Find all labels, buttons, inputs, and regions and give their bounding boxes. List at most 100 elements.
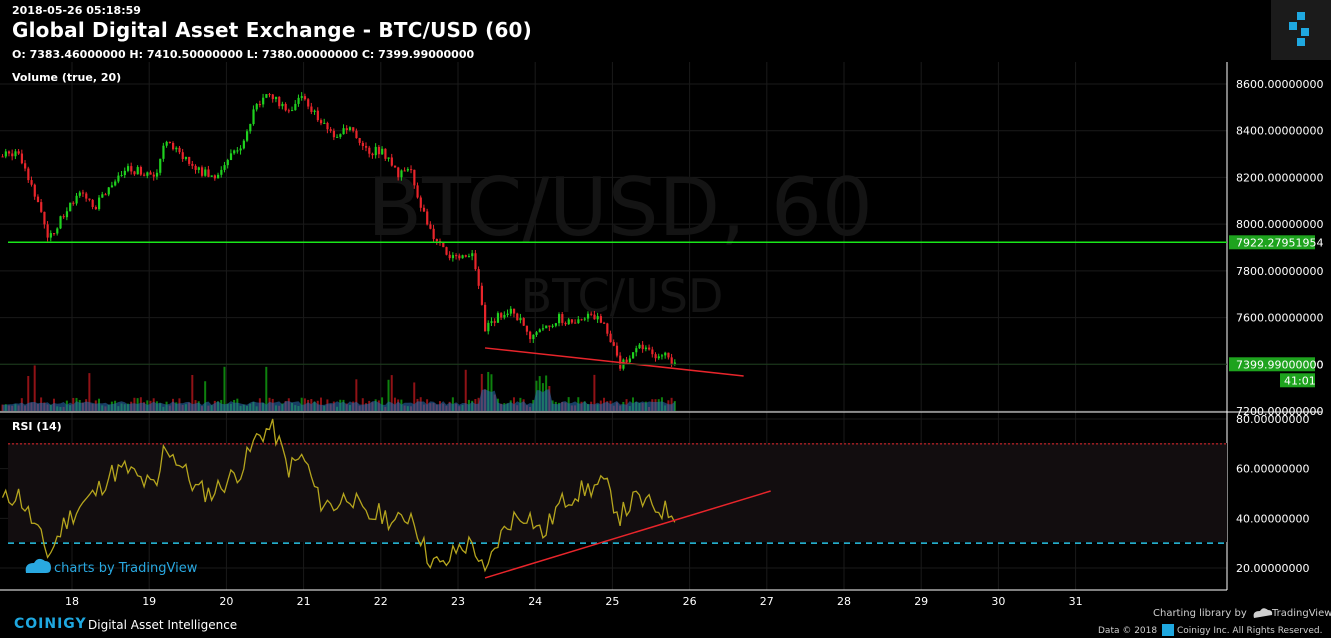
candle-body xyxy=(159,158,162,173)
volume-label: Volume (true, 20) xyxy=(12,71,121,84)
candle-body xyxy=(123,170,126,176)
time-tick-label: 28 xyxy=(837,595,851,608)
candle-body xyxy=(635,348,638,353)
timestamp: 2018-05-26 05:18:59 xyxy=(12,4,141,17)
candle-body xyxy=(220,169,223,175)
candle-body xyxy=(126,166,130,171)
candle-body xyxy=(516,313,519,321)
volume-bar xyxy=(393,397,396,411)
candle-body xyxy=(529,331,532,340)
rsi-axis[interactable]: 80.00000000 60.00000000 40.00000000 20.0000… xyxy=(1236,413,1309,575)
candle-body xyxy=(88,198,91,200)
candle-body xyxy=(110,185,114,188)
tradingview-attribution-link[interactable]: charts by TradingView xyxy=(54,561,198,576)
data-copyright: Data © 2018 xyxy=(1098,626,1158,636)
price-axis[interactable]: 8600.00000000 8400.00000000 8200.00000000 8… xyxy=(1229,78,1323,418)
candle-body xyxy=(558,314,561,324)
candle-body xyxy=(175,147,178,150)
candle-body xyxy=(143,174,146,176)
candle-body xyxy=(603,322,606,324)
candle-body xyxy=(62,216,65,218)
coinigy-logo-button[interactable] xyxy=(1271,0,1331,60)
candle-body xyxy=(397,167,400,178)
candle-body xyxy=(278,96,281,107)
candle-body xyxy=(352,127,355,131)
time-tick-label: 23 xyxy=(451,595,465,608)
candle-body xyxy=(577,319,580,324)
chart-title: Global Digital Asset Exchange - BTC/USD … xyxy=(12,18,533,42)
candle-body xyxy=(40,202,43,212)
tradingview-footer-icon xyxy=(1253,608,1273,618)
candle-body xyxy=(4,151,7,157)
coinigy-small-icon xyxy=(1162,624,1174,636)
candle-body xyxy=(17,151,20,154)
candle-body xyxy=(197,167,200,170)
candle-body xyxy=(538,329,541,333)
candle-body xyxy=(416,185,419,198)
time-tick-label: 29 xyxy=(914,595,928,608)
coinigy-logo-icon xyxy=(1289,12,1309,46)
candle-body xyxy=(268,94,271,96)
candle-body xyxy=(570,319,574,323)
candle-body xyxy=(480,285,484,305)
candle-body xyxy=(393,165,397,168)
horizontal-grid xyxy=(0,83,1227,569)
candle-body xyxy=(204,169,207,176)
candle-body xyxy=(596,316,599,320)
candle-body xyxy=(33,184,36,197)
candle-body xyxy=(162,145,165,159)
candle-body xyxy=(152,174,155,177)
candle-body xyxy=(365,146,368,148)
candle-body xyxy=(65,211,69,218)
candle-body xyxy=(178,147,181,153)
candle-body xyxy=(104,194,107,196)
candle-body xyxy=(252,109,255,125)
volume-bar xyxy=(72,397,75,411)
volume-bar xyxy=(390,375,393,411)
time-tick-label: 25 xyxy=(605,595,619,608)
volume-bar xyxy=(27,375,30,411)
candle-body xyxy=(500,313,503,318)
candle-body xyxy=(551,325,554,327)
candle-body xyxy=(471,253,474,257)
candle-body xyxy=(593,314,596,320)
candle-body xyxy=(432,228,435,240)
volume-ma-fill xyxy=(2,389,675,411)
tradingview-link[interactable]: TradingView xyxy=(1272,608,1331,619)
time-tick-label: 18 xyxy=(65,595,79,608)
volume-bar xyxy=(464,369,467,411)
price-tick-label: 7600.00000000 xyxy=(1236,312,1323,325)
candle-body xyxy=(496,313,500,323)
candle-body xyxy=(120,175,123,177)
candle-body xyxy=(136,167,139,175)
candle-body xyxy=(81,192,85,194)
candle-body xyxy=(319,120,323,124)
candle-body xyxy=(20,153,24,164)
candle-body xyxy=(381,148,384,155)
rsi-label: RSI (14) xyxy=(12,420,62,433)
volume-bar xyxy=(319,397,322,411)
candle-body xyxy=(94,206,98,210)
volume-bar xyxy=(204,381,207,411)
candle-body xyxy=(631,352,635,359)
candle-body xyxy=(654,354,657,359)
candles xyxy=(1,92,677,371)
volume-ma-area xyxy=(2,389,675,411)
volume-bar xyxy=(33,365,36,411)
candle-body xyxy=(265,94,268,98)
candle-body xyxy=(422,207,426,212)
coinigy-brand: COINIGY xyxy=(14,616,87,632)
time-axis[interactable]: 18 19 20 21 22 23 24 25 26 27 28 29 30 31 xyxy=(65,595,1083,608)
candle-body xyxy=(445,247,448,255)
candle-body xyxy=(168,141,171,143)
candle-body xyxy=(413,169,416,186)
candle-body xyxy=(660,355,664,357)
candle-body xyxy=(426,211,429,225)
volume-bar xyxy=(300,397,303,411)
candle-body xyxy=(326,122,329,130)
candle-body xyxy=(130,166,133,172)
candle-body xyxy=(509,308,512,314)
candle-body xyxy=(291,110,294,112)
time-tick-label: 27 xyxy=(760,595,774,608)
